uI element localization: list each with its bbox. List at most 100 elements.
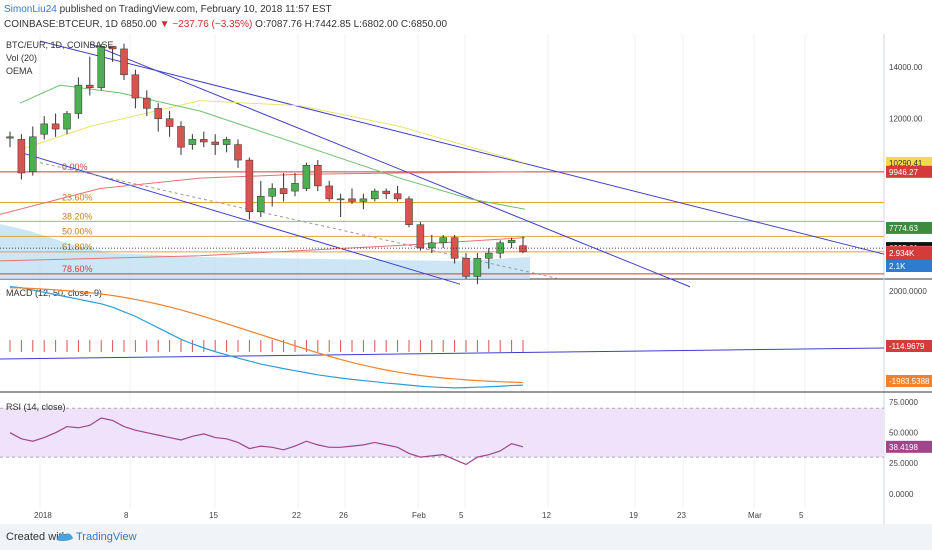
candle-body (439, 237, 447, 244)
candle-body (302, 165, 311, 189)
candle-body (86, 84, 94, 88)
candle-body (6, 136, 14, 139)
candle-body (507, 239, 516, 244)
price-tag: 2.934K (889, 249, 915, 258)
candle-body (234, 144, 242, 161)
candle-body (348, 198, 356, 202)
candle-body (131, 74, 140, 99)
candle-body (371, 190, 379, 200)
fib-label: 50.00% (62, 226, 93, 236)
candle-body (473, 258, 482, 277)
candle-body (519, 245, 527, 253)
macd-value-tag: -114.9679 (889, 342, 925, 351)
rsi-band (0, 408, 884, 458)
price-change: −237.76 (−3.35%) (172, 19, 253, 30)
rsi-pane-title: RSI (14, close) (6, 402, 66, 412)
price-tag-bg (886, 260, 932, 272)
candle-body (314, 165, 322, 187)
ma-green-line (19, 84, 526, 210)
time-tick-label: 19 (629, 511, 638, 520)
time-tick-label: Mar (748, 511, 762, 520)
time-tick-label: 26 (339, 511, 348, 520)
candle-body (382, 190, 390, 194)
ma-red-lower-line (0, 237, 526, 262)
tradingview-logo-icon (57, 533, 73, 542)
macd-pane-title: MACD (12, 50, close, 9) (6, 288, 102, 298)
candle-body (188, 139, 197, 145)
time-tick-label: 23 (677, 511, 686, 520)
candle-body (393, 193, 402, 200)
candle-body (177, 126, 185, 148)
price-pane-title: BTC/EUR, 1D, COINBASE (6, 40, 114, 50)
publish-text: published on TradingView.com, February 1… (59, 4, 332, 15)
signal-value-tag-bg (886, 375, 932, 387)
signal-value-tag: -1983.5388 (889, 377, 930, 386)
macd-pane: MACD (12, 50, close, 9) 2000.0000 -114.967… (0, 285, 932, 393)
signal-line (9, 287, 524, 384)
price-tag: 7774.63 (889, 224, 918, 233)
time-tick-label: 12 (542, 511, 551, 520)
time-tick-label: 2018 (34, 511, 52, 520)
rsi-value-tag: 38.4198 (889, 443, 918, 452)
symbol-line: COINBASE:BTCEUR, 1D 6850.00 ▼ −237.76 (−… (4, 19, 447, 30)
footer-bar: Created with TradingView (0, 524, 932, 550)
price-tick-label: 14000.00 (889, 63, 923, 72)
candle-body (257, 196, 265, 213)
candle-body (74, 84, 83, 114)
rsi-tick-label: 75.0000 (889, 398, 918, 407)
ema-line (19, 100, 526, 164)
candle-body (450, 237, 459, 259)
fib-label: 61.80% (62, 242, 93, 252)
down-arrow-icon: ▼ (159, 19, 170, 30)
candle-body (405, 198, 413, 225)
price-tag-bg (886, 221, 932, 234)
candle-body (336, 198, 345, 201)
candle-body (359, 198, 368, 202)
symbol-label: COINBASE:BTCEUR, 1D (4, 19, 118, 30)
candle-body (143, 97, 151, 109)
close-value: C:6850.00 (400, 19, 448, 30)
rsi-value-tag-bg (886, 440, 932, 453)
low-value: L:6802.00 (353, 19, 399, 30)
candle-body (325, 185, 333, 200)
open-value: O:7087.76 (255, 19, 302, 30)
candle-body (485, 252, 493, 259)
time-tick-label: 22 (292, 511, 301, 520)
candle-body (279, 188, 288, 194)
price-tag-bg (886, 247, 932, 259)
candle-body (97, 46, 105, 88)
author-link[interactable]: SimonLiu24 (4, 4, 57, 15)
time-tick-label: 5 (459, 511, 464, 520)
chart-header: SimonLiu24 published on TradingView.com,… (0, 0, 932, 34)
macd-line (9, 285, 524, 389)
time-tick-label: 5 (799, 511, 804, 520)
candle-body (200, 139, 208, 143)
candle-body (154, 108, 162, 119)
price-tag: 2.1K (889, 262, 906, 271)
chart-area[interactable]: 2018 8 15 22 26 Feb 5 12 19 23 Mar 5 0.00% 23.60% 38.… (0, 34, 932, 524)
rsi-line (9, 417, 524, 466)
price-tag: 9946.27 (889, 168, 918, 177)
rsi-tick-label: 25.0000 (889, 459, 918, 468)
time-tick-label: Feb (412, 511, 426, 520)
price-pane: 0.00% 23.60% 38.20% 50.00% 61.80% 78.60% 14000… (0, 34, 932, 524)
candle-body (245, 159, 254, 213)
created-with-label: Created with (6, 531, 68, 543)
candle-body (165, 118, 174, 127)
tradingview-brand[interactable]: TradingView (76, 531, 137, 543)
candle-body (108, 46, 117, 50)
macd-tick-label: 2000.0000 (889, 287, 927, 296)
rsi-pane: RSI (14, close) 75.0000 50.0000 25.0000 0.00… (0, 398, 932, 499)
last-price: 6850.00 (120, 19, 157, 30)
candle-body (428, 242, 436, 249)
candle-body (496, 242, 504, 254)
oema-indicator-label: OEMA (6, 66, 33, 76)
rsi-tick-label: 0.0000 (889, 490, 914, 499)
candle-body (29, 136, 37, 172)
macd-trendline (0, 347, 885, 360)
trendline-upper (39, 40, 885, 255)
time-tick-label: 8 (124, 511, 129, 520)
volume-indicator-label: Vol (20) (6, 53, 37, 63)
publish-line: SimonLiu24 published on TradingView.com,… (4, 4, 332, 15)
candle-body (416, 224, 425, 249)
